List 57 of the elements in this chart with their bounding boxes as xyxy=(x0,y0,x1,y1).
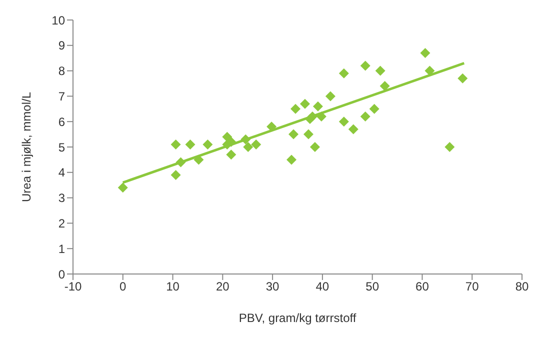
point xyxy=(307,112,318,122)
x-tick-label: -10 xyxy=(64,280,82,294)
x-tick-label: 20 xyxy=(216,280,230,294)
point xyxy=(202,139,213,150)
point xyxy=(170,170,181,180)
point xyxy=(303,129,314,140)
point xyxy=(286,154,297,165)
x-tick-label: 70 xyxy=(465,280,480,294)
point xyxy=(360,112,370,122)
point xyxy=(444,142,455,152)
x-tick-label: 80 xyxy=(515,280,529,294)
y-tick-label: 5 xyxy=(58,140,66,154)
point xyxy=(185,139,196,150)
point xyxy=(348,124,358,134)
point xyxy=(375,66,386,76)
point xyxy=(288,129,299,140)
point xyxy=(312,101,323,112)
y-tick-label: 9 xyxy=(58,38,66,53)
point xyxy=(369,104,380,114)
y-tick-label: 10 xyxy=(52,13,66,28)
point xyxy=(360,60,370,71)
point xyxy=(222,132,232,142)
point xyxy=(380,81,390,92)
point xyxy=(118,182,128,193)
point xyxy=(338,68,349,78)
y-tick-label: 0 xyxy=(58,267,66,282)
point xyxy=(290,104,301,114)
x-tick-label: 40 xyxy=(316,280,330,294)
point xyxy=(170,139,181,150)
point xyxy=(251,139,262,150)
y-tick-label: 7 xyxy=(58,89,66,104)
point xyxy=(226,150,236,160)
x-tick-label: 60 xyxy=(416,280,430,294)
point xyxy=(316,112,326,122)
point xyxy=(338,116,349,127)
y-tick-label: 6 xyxy=(58,114,66,129)
point xyxy=(458,73,468,84)
point xyxy=(240,134,251,144)
point xyxy=(325,91,336,102)
point xyxy=(300,98,310,109)
y-tick-label: 3 xyxy=(58,191,66,206)
point xyxy=(176,157,186,168)
y-axis-title: Urea i mjølk, mmol/L xyxy=(19,92,34,202)
point xyxy=(243,142,254,152)
y-tick-label: 1 xyxy=(58,242,66,256)
x-axis-title: PBV, gram/kg tørrstoff xyxy=(238,311,357,325)
y-tick-label: 2 xyxy=(58,216,66,230)
point xyxy=(310,142,320,152)
point xyxy=(420,48,430,58)
x-tick-label: 0 xyxy=(120,280,127,294)
point xyxy=(424,66,435,76)
y-tick-label: 4 xyxy=(58,166,66,180)
y-tick-label: 8 xyxy=(58,64,66,78)
x-tick-label: 30 xyxy=(266,280,280,294)
point xyxy=(194,154,204,165)
x-tick-label: 10 xyxy=(166,280,180,294)
x-tick-label: 50 xyxy=(366,280,380,294)
